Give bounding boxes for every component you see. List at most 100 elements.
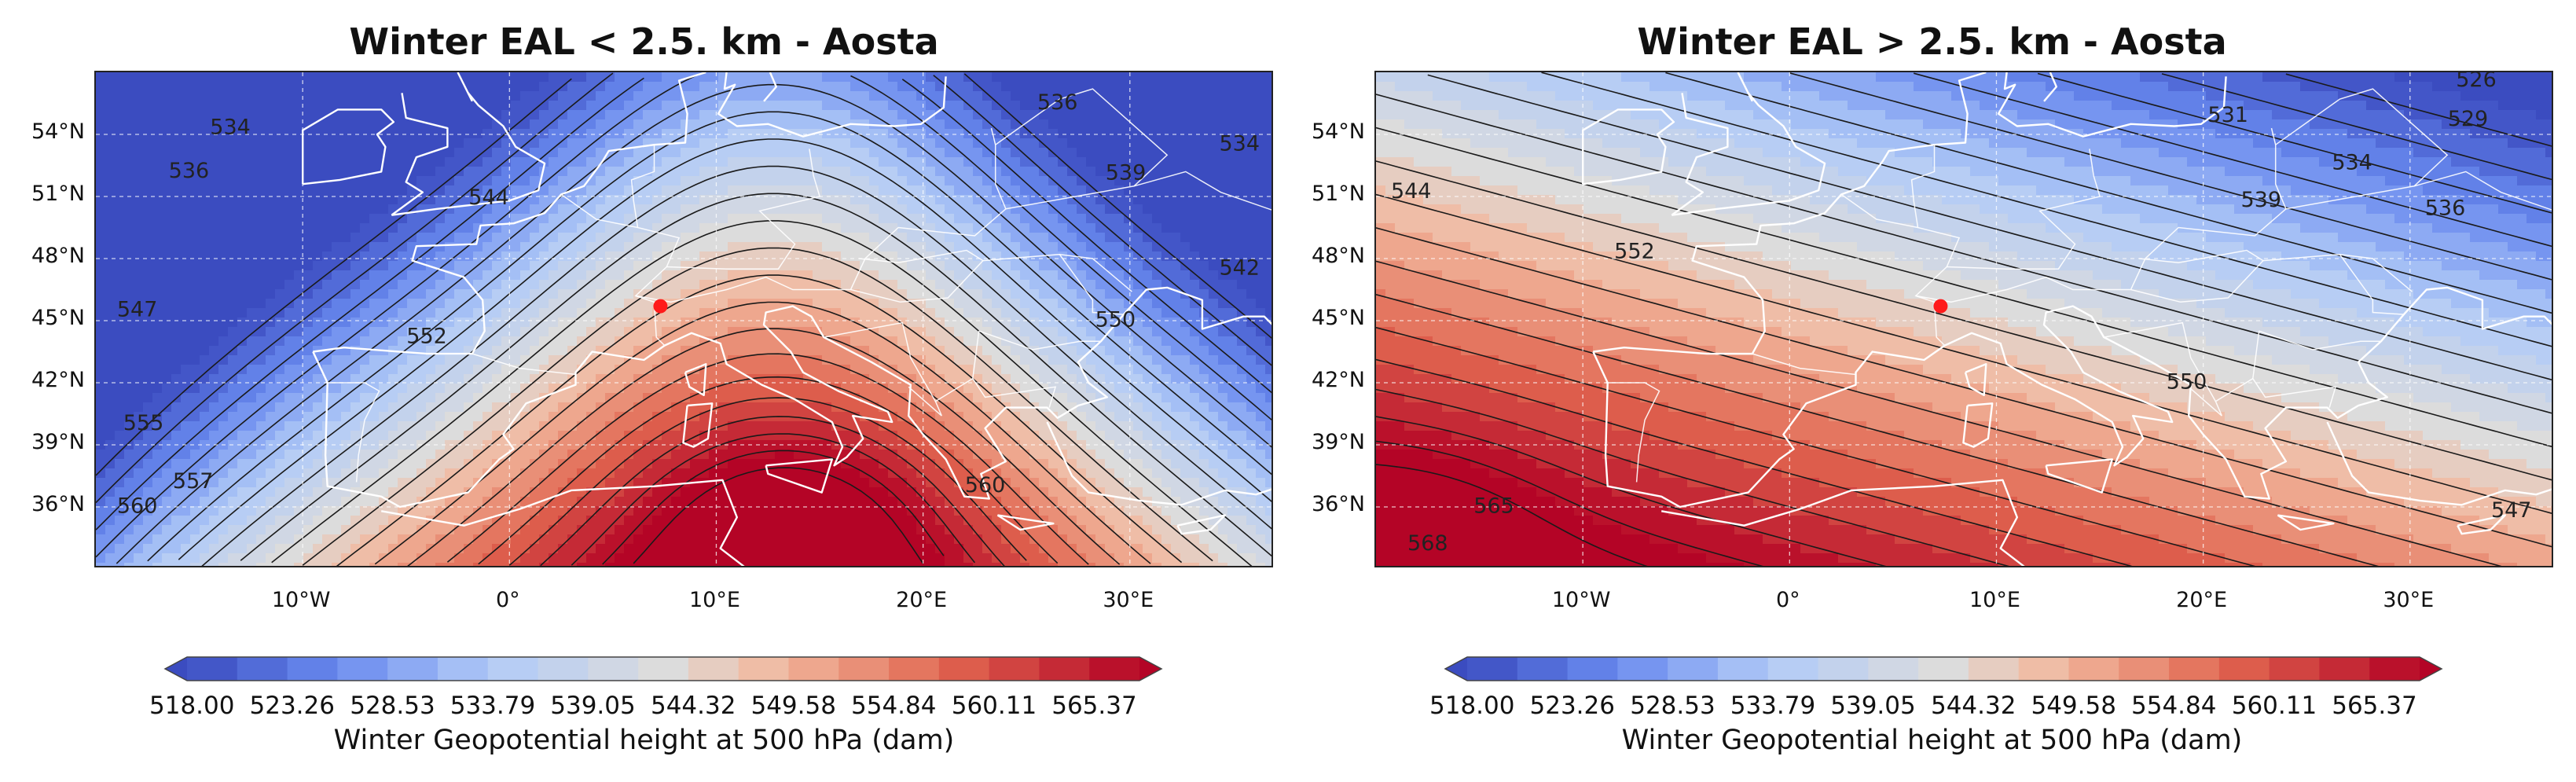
country-border bbox=[982, 253, 1124, 315]
contour-line bbox=[116, 83, 1271, 564]
gridlines bbox=[1376, 72, 2552, 566]
colorbar-segment bbox=[2018, 657, 2070, 681]
right-map-area: 526 529 531 534 536 539 544 552 550 547 565 568 bbox=[1374, 71, 2553, 567]
colorbar-segment bbox=[287, 657, 338, 681]
colorbar-tick-label: 533.79 bbox=[450, 692, 536, 720]
contour-line bbox=[240, 193, 1271, 561]
contour-line bbox=[1376, 388, 2010, 566]
contour-line bbox=[478, 376, 1059, 565]
colorbar-tick-label: 560.11 bbox=[2231, 692, 2317, 720]
colorbar-outline bbox=[163, 656, 1163, 681]
lon-tick-label: 10°W bbox=[271, 588, 331, 612]
colorbar-tick-label: 518.00 bbox=[1429, 692, 1515, 720]
contour-line bbox=[540, 416, 1005, 566]
contour-line bbox=[1376, 260, 2502, 566]
country-border bbox=[666, 149, 821, 270]
colorbar-segment bbox=[2169, 657, 2220, 681]
left-colorbar-label: Winter Geopotential height at 500 hPa (d… bbox=[333, 725, 955, 756]
colorbar-segment bbox=[1818, 657, 1869, 681]
contour-label: 531 bbox=[2207, 103, 2248, 127]
contour-line bbox=[1376, 358, 2133, 566]
country-border bbox=[2252, 378, 2337, 408]
colorbar-segment bbox=[1968, 657, 2020, 681]
colorbar-tick-label: 533.79 bbox=[1730, 692, 1816, 720]
contour-label: 568 bbox=[1407, 531, 1448, 556]
contour-label: 539 bbox=[1106, 161, 1147, 185]
contour-line bbox=[1789, 72, 2552, 281]
coastline bbox=[1997, 72, 2227, 138]
country-border bbox=[1915, 127, 2287, 303]
lat-tick-label: 51°N bbox=[1311, 182, 1365, 206]
colorbar-tick-label: 565.37 bbox=[2332, 692, 2417, 720]
contour-line bbox=[508, 397, 1027, 566]
country-border bbox=[2285, 171, 2552, 211]
contour-line bbox=[1541, 72, 2552, 347]
right-map-title: Winter EAL > 2.5. km - Aosta bbox=[1637, 20, 2227, 63]
colorbar-tick-label: 523.26 bbox=[249, 692, 335, 720]
colorbar-tick-label: 518.00 bbox=[149, 692, 235, 720]
lat-tick-label: 39°N bbox=[31, 430, 85, 454]
contour-line bbox=[1665, 72, 2552, 314]
colorbar-segment bbox=[1567, 657, 1618, 681]
contour-line bbox=[571, 433, 976, 566]
coastline bbox=[391, 93, 449, 216]
contour-label: 557 bbox=[173, 469, 214, 494]
colorbar-min-extend bbox=[165, 657, 187, 681]
colorbar-segment bbox=[838, 657, 890, 681]
contour-label: 534 bbox=[1219, 132, 1260, 156]
colorbar-segment bbox=[889, 657, 940, 681]
left-map-panel: Winter EAL < 2.5. km - Aosta 534 536 544 54… bbox=[31, 20, 1273, 756]
contour-line bbox=[1376, 127, 2552, 447]
colorbar-segment bbox=[337, 657, 388, 681]
contour-line bbox=[147, 111, 1271, 562]
contour-label: 536 bbox=[1037, 90, 1078, 115]
right-colorbar-label: Winter Geopotential height at 500 hPa (d… bbox=[1621, 725, 2243, 756]
colorbar-segment bbox=[638, 657, 689, 681]
lat-tick-label: 45°N bbox=[31, 306, 85, 330]
contour-label: 547 bbox=[117, 297, 158, 321]
contour-line bbox=[336, 274, 1183, 566]
country-border bbox=[2104, 321, 2217, 402]
colorbar-tick-label: 554.84 bbox=[2131, 692, 2217, 720]
contour-lines bbox=[96, 72, 1271, 566]
colorbar-tick-label: 539.05 bbox=[1830, 692, 1916, 720]
lat-tick-label: 42°N bbox=[31, 368, 85, 392]
coastline bbox=[2277, 514, 2335, 531]
lon-tick-label: 10°E bbox=[689, 588, 740, 612]
coastline bbox=[2045, 458, 2113, 494]
colorbar-outline bbox=[1444, 656, 2443, 681]
coastlines bbox=[302, 72, 1271, 566]
colorbar-segment bbox=[1868, 657, 1919, 681]
contour-label: 534 bbox=[210, 116, 251, 140]
right-colorbar-svg bbox=[1444, 656, 2443, 681]
colorbar-segment bbox=[2068, 657, 2119, 681]
country-border bbox=[472, 353, 576, 376]
colorbar-segment bbox=[588, 657, 639, 681]
lon-tick-label: 20°E bbox=[896, 588, 948, 612]
contour-line bbox=[1376, 94, 2552, 414]
coastline bbox=[312, 286, 1271, 508]
lat-tick-label: 48°N bbox=[1311, 244, 1365, 268]
country-borders bbox=[1605, 88, 2552, 483]
contour-label: 526 bbox=[2456, 72, 2497, 92]
right-colorbar bbox=[1444, 656, 2443, 681]
contour-line bbox=[1376, 327, 2255, 566]
country-borders bbox=[325, 88, 1271, 483]
colorbar-max-extend bbox=[2420, 657, 2442, 681]
left-map-title: Winter EAL < 2.5. km - Aosta bbox=[349, 20, 939, 63]
aosta-marker bbox=[653, 299, 668, 314]
contour-line bbox=[602, 450, 945, 565]
coastline bbox=[457, 72, 473, 102]
coastline bbox=[996, 514, 1055, 531]
colorbar-segment bbox=[1467, 657, 1518, 681]
lat-tick-label: 39°N bbox=[1311, 430, 1365, 454]
colorbar-segment bbox=[1089, 657, 1140, 681]
coastline bbox=[763, 72, 777, 102]
lat-tick-label: 54°N bbox=[31, 119, 85, 144]
colorbar-tick-label: 544.32 bbox=[1930, 692, 2016, 720]
coastline bbox=[1962, 402, 1994, 448]
coastline bbox=[1737, 72, 1753, 102]
country-border bbox=[2130, 249, 2265, 303]
lat-tick-label: 54°N bbox=[1311, 119, 1365, 144]
colorbar-segment bbox=[487, 657, 539, 681]
